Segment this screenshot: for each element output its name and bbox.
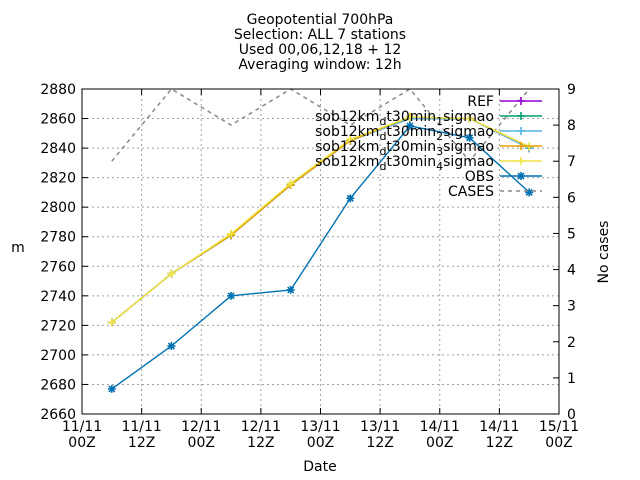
legend-label: sob12kmdt30min3sigmao xyxy=(315,139,494,158)
x-tick-label: 13/11 xyxy=(300,419,340,435)
data-point xyxy=(405,113,414,122)
y-tick-label: 2840 xyxy=(40,141,76,157)
series-obs xyxy=(107,121,534,393)
y-tick-label: 2780 xyxy=(40,230,76,246)
data-point xyxy=(286,285,295,294)
data-point xyxy=(517,157,525,165)
y-axis-label: m xyxy=(11,240,25,256)
x-tick-label: 13/11 xyxy=(360,419,400,435)
y2-tick-label: 0 xyxy=(567,407,576,423)
legend-item: CASES xyxy=(448,184,542,200)
x-tick-label: 00Z xyxy=(426,435,453,451)
y-tick-label: 2880 xyxy=(40,82,76,98)
data-point xyxy=(465,133,474,142)
y-tick-label: 2800 xyxy=(40,200,76,216)
y-tick-label: 2740 xyxy=(40,289,76,305)
y2-tick-label: 2 xyxy=(567,335,576,351)
y2-tick-label: 6 xyxy=(567,190,576,206)
data-point xyxy=(346,194,355,203)
data-point xyxy=(525,188,534,197)
legend-item: REF xyxy=(467,94,542,110)
x-tick-label: 12Z xyxy=(366,435,393,451)
data-point xyxy=(167,269,176,278)
series-cases xyxy=(111,88,530,163)
data-point xyxy=(286,179,295,188)
y-tick-label: 2660 xyxy=(40,407,76,423)
x-tick-label: 11/11 xyxy=(121,419,161,435)
legend-label: OBS xyxy=(465,169,494,185)
series-line xyxy=(111,116,530,323)
y2-tick-label: 9 xyxy=(567,82,576,98)
y2-axis-label: No cases xyxy=(596,221,612,284)
grid xyxy=(82,89,559,414)
series-sob12km-d-t30min-4-sigmao xyxy=(107,113,534,327)
data-point xyxy=(107,384,116,393)
series-line xyxy=(111,88,530,163)
data-point xyxy=(346,135,355,144)
y2-tick-label: 1 xyxy=(567,371,576,387)
legend-label: sob12kmdt30min4sigmao xyxy=(315,154,494,173)
data-point xyxy=(227,291,236,300)
legend-label: REF xyxy=(467,94,494,110)
cases-series xyxy=(111,88,530,163)
x-tick-label: 15/11 xyxy=(539,419,579,435)
legend-item: sob12kmdt30min3sigmao xyxy=(315,139,542,158)
legend-item: sob12kmdt30min2sigmao xyxy=(315,124,542,143)
series-line xyxy=(111,125,530,390)
x-tick-label: 00Z xyxy=(68,435,95,451)
data-point xyxy=(517,172,525,180)
x-tick-label: 00Z xyxy=(545,435,572,451)
data-point xyxy=(107,318,116,327)
x-tick-label: 00Z xyxy=(307,435,334,451)
y2-tick-label: 4 xyxy=(567,263,576,279)
legend: REFsob12kmdt30min1sigmaosob12kmdt30min2s… xyxy=(315,94,542,200)
legend-label: CASES xyxy=(448,184,494,200)
title-line: Selection: ALL 7 stations xyxy=(234,27,406,43)
x-tick-label: 12Z xyxy=(128,435,155,451)
data-point xyxy=(405,121,414,130)
y2-tick-label: 5 xyxy=(567,226,576,242)
x-tick-label: 14/11 xyxy=(420,419,460,435)
y2-tick-label: 7 xyxy=(567,154,576,170)
data-point xyxy=(227,229,236,238)
y-tick-label: 2680 xyxy=(40,377,76,393)
data-point xyxy=(517,142,525,150)
x-tick-label: 12Z xyxy=(486,435,513,451)
x-tick-label: 12/11 xyxy=(241,419,281,435)
x-axis-label: Date xyxy=(303,459,336,475)
y2-tick-label: 3 xyxy=(567,299,576,315)
x-tick-label: 11/11 xyxy=(62,419,102,435)
data-point xyxy=(167,342,176,351)
series-group xyxy=(107,113,534,393)
data-point xyxy=(517,112,525,120)
data-point xyxy=(517,97,525,105)
legend-item: OBS xyxy=(465,169,542,185)
title-line: Used 00,06,12,18 + 12 xyxy=(239,42,402,58)
legend-item: sob12kmdt30min4sigmao xyxy=(315,154,542,173)
data-point xyxy=(517,127,525,135)
y2-tick-label: 8 xyxy=(567,118,576,134)
legend-label: sob12kmdt30min1sigmao xyxy=(315,109,494,128)
y-tick-label: 2760 xyxy=(40,259,76,275)
title-line: Geopotential 700hPa xyxy=(247,12,394,28)
x-tick-label: 12/11 xyxy=(181,419,221,435)
x-tick-label: 00Z xyxy=(188,435,215,451)
legend-label: sob12kmdt30min2sigmao xyxy=(315,124,494,143)
y-tick-label: 2720 xyxy=(40,318,76,334)
data-point xyxy=(465,114,474,123)
y-tick-label: 2700 xyxy=(40,348,76,364)
x-tick-label: 14/11 xyxy=(479,419,519,435)
x-tick-label: 12Z xyxy=(247,435,274,451)
axes: 2660268027002720274027602780280028202840… xyxy=(40,82,579,451)
y-tick-label: 2860 xyxy=(40,112,76,128)
title-line: Averaging window: 12h xyxy=(238,57,401,73)
legend-item: sob12kmdt30min1sigmao xyxy=(315,109,542,128)
y-tick-label: 2820 xyxy=(40,171,76,187)
